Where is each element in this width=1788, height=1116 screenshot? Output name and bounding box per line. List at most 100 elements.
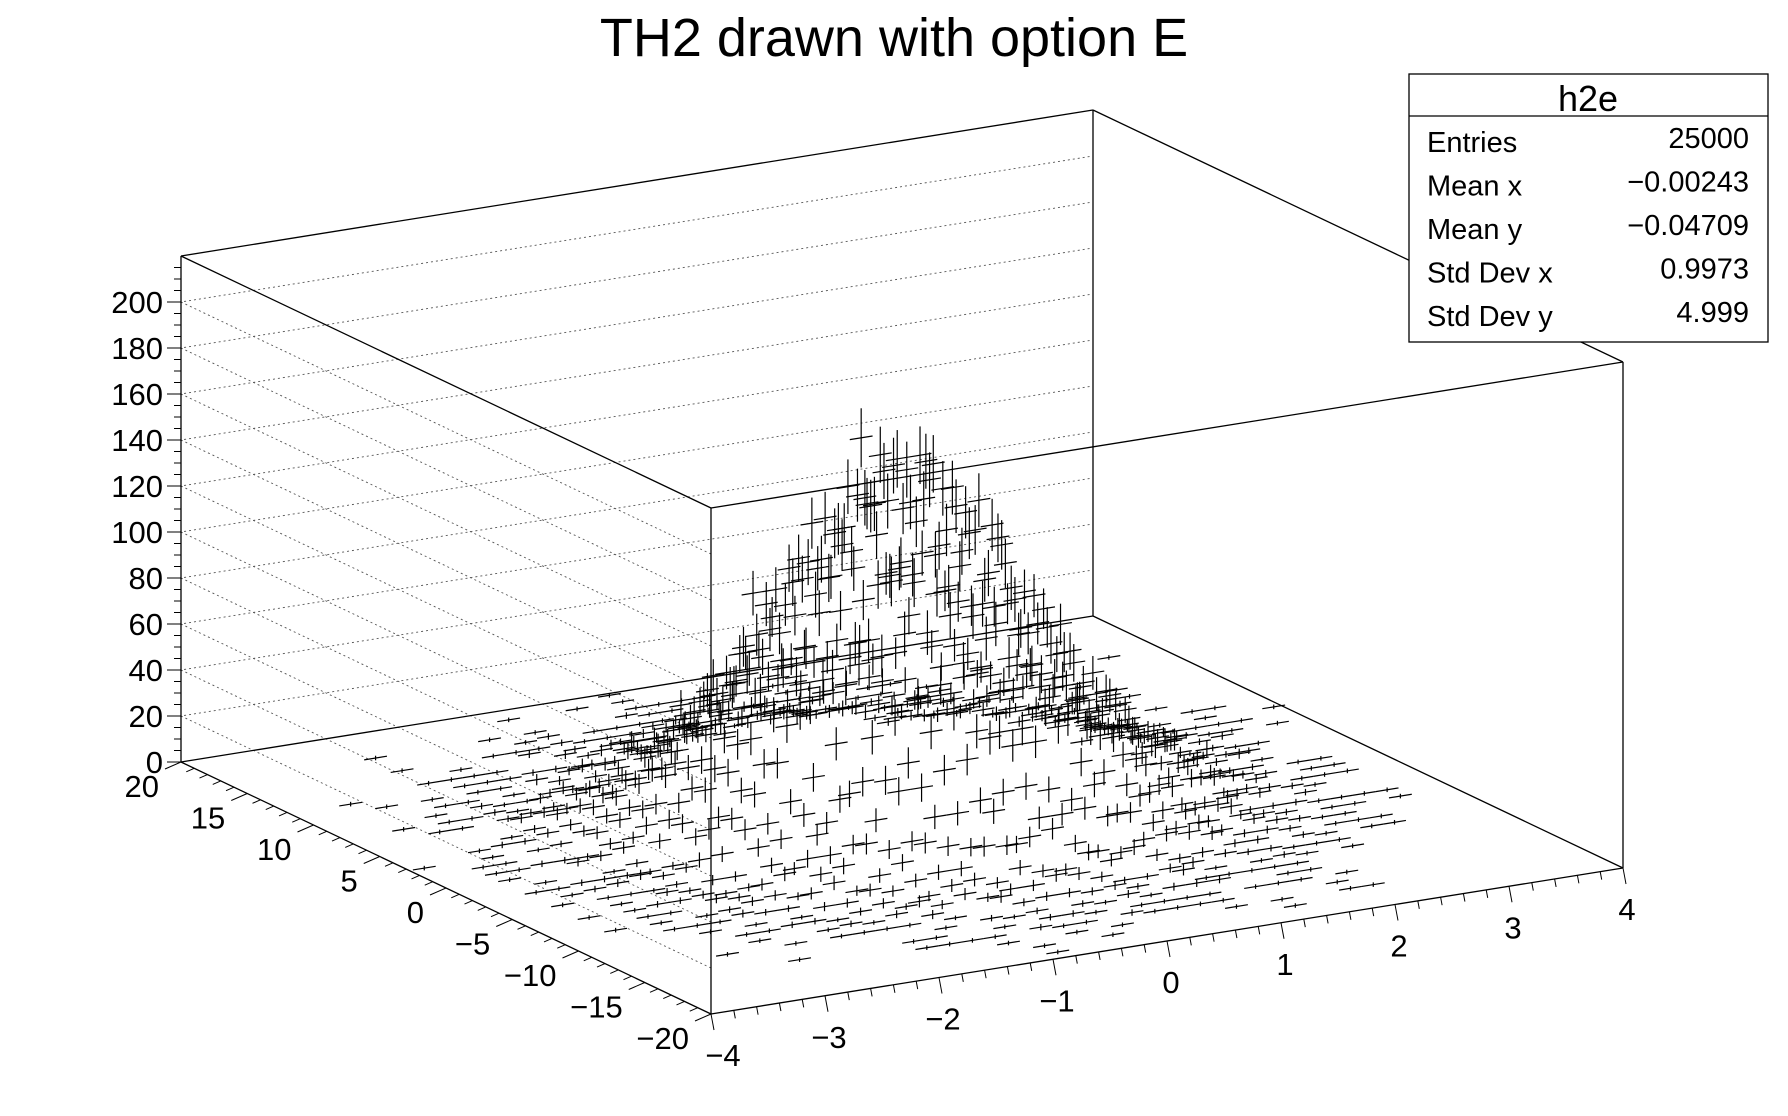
bin-marker — [744, 922, 768, 927]
bin-marker — [908, 426, 932, 485]
bin-marker — [506, 808, 530, 814]
bin-marker — [1221, 769, 1245, 782]
bin-marker — [700, 720, 724, 729]
bin-marker — [1322, 762, 1346, 767]
bin-marker — [1299, 866, 1323, 872]
bin-marker — [1309, 755, 1333, 761]
bin-width-bar — [1049, 621, 1073, 627]
bin-marker — [829, 933, 853, 939]
bin-marker — [841, 834, 865, 855]
bin-width-bar — [967, 497, 991, 503]
bin-width-bar — [984, 621, 1008, 627]
bin-width-bar — [1194, 875, 1218, 881]
bin-marker — [773, 866, 797, 882]
bin-marker — [1063, 834, 1087, 853]
bin-width-bar — [918, 477, 942, 483]
bin-width-bar — [1220, 728, 1244, 733]
bin-width-bar — [670, 821, 694, 827]
bin-width-bar — [938, 941, 962, 947]
bin-marker — [615, 872, 639, 879]
bin-marker — [1214, 751, 1238, 758]
bin-marker — [899, 711, 923, 721]
bin-width-bar — [1104, 687, 1128, 693]
bin-width-bar — [870, 678, 894, 684]
bin-width-bar — [848, 638, 872, 644]
bin-marker — [728, 635, 752, 673]
bin-marker — [1262, 704, 1286, 710]
bin-marker — [1249, 858, 1273, 863]
bin-width-bar — [737, 666, 761, 672]
bin-marker — [570, 758, 594, 773]
bin-marker — [596, 895, 620, 901]
bin-marker — [542, 802, 566, 812]
bin-width-bar — [1174, 808, 1198, 814]
bin-width-bar — [523, 730, 547, 735]
axis-ticks — [164, 267, 1627, 1031]
bin-width-bar — [566, 859, 590, 865]
bin-marker — [1174, 732, 1198, 739]
bin-marker — [524, 889, 548, 895]
bin-width-bar — [878, 573, 902, 579]
bin-marker — [729, 777, 753, 804]
bin-marker — [991, 778, 1015, 806]
bin-width-bar — [860, 734, 884, 740]
y-minor-tick — [610, 969, 619, 974]
bin-marker — [1238, 806, 1262, 813]
x-major-tick — [710, 1013, 715, 1031]
bin-width-bar — [998, 706, 1022, 711]
bin-marker — [701, 874, 725, 886]
x-tick-label: 3 — [1504, 910, 1521, 945]
bin-width-bar — [1290, 775, 1314, 781]
bin-marker — [471, 864, 495, 870]
bin-width-bar — [1254, 770, 1278, 776]
bin-width-bar — [715, 951, 739, 957]
bin-width-bar — [999, 886, 1023, 892]
bin-width-bar — [826, 526, 850, 532]
bin-width-bar — [555, 806, 579, 811]
bin-width-bar — [589, 747, 613, 753]
bin-width-bar — [835, 900, 859, 906]
bin-width-bar — [657, 817, 681, 823]
bin-width-bar — [1196, 819, 1220, 824]
bin-width-bar — [453, 783, 477, 789]
bin-marker — [1031, 864, 1055, 878]
bin-marker — [1237, 747, 1261, 754]
bin-width-bar — [642, 736, 666, 741]
bin-marker — [650, 718, 674, 723]
bin-marker — [788, 692, 812, 730]
bin-marker — [1176, 757, 1200, 776]
bin-width-bar — [890, 860, 914, 866]
bin-marker — [1383, 819, 1407, 825]
bin-marker — [489, 786, 513, 791]
bin-marker — [695, 673, 719, 708]
bin-width-bar — [609, 739, 633, 745]
bin-marker — [595, 735, 619, 741]
y-minor-tick — [358, 849, 367, 855]
bin-width-bar — [548, 778, 572, 784]
bin-marker — [769, 829, 793, 850]
bin-marker — [1011, 675, 1035, 700]
bin-width-bar — [489, 786, 513, 791]
bin-width-bar — [869, 691, 893, 697]
bin-width-bar — [471, 864, 495, 870]
x-minor-tick — [1189, 937, 1192, 946]
bin-marker — [862, 920, 886, 925]
bin-width-bar — [610, 772, 634, 778]
bin-width-bar — [659, 749, 683, 755]
bin-width-bar — [1375, 787, 1399, 793]
bin-marker — [1022, 574, 1046, 618]
bin-width-bar — [601, 789, 625, 795]
bin-marker — [778, 703, 802, 710]
bin-width-bar — [754, 909, 778, 915]
bin-width-bar — [1248, 790, 1272, 795]
bin-marker — [593, 875, 617, 883]
bin-marker — [682, 696, 706, 727]
bin-marker — [710, 846, 734, 863]
bin-marker — [784, 679, 808, 685]
bin-marker — [1043, 659, 1067, 698]
bin-marker — [996, 940, 1020, 946]
bin-marker — [646, 901, 670, 908]
bin-marker — [929, 652, 953, 681]
